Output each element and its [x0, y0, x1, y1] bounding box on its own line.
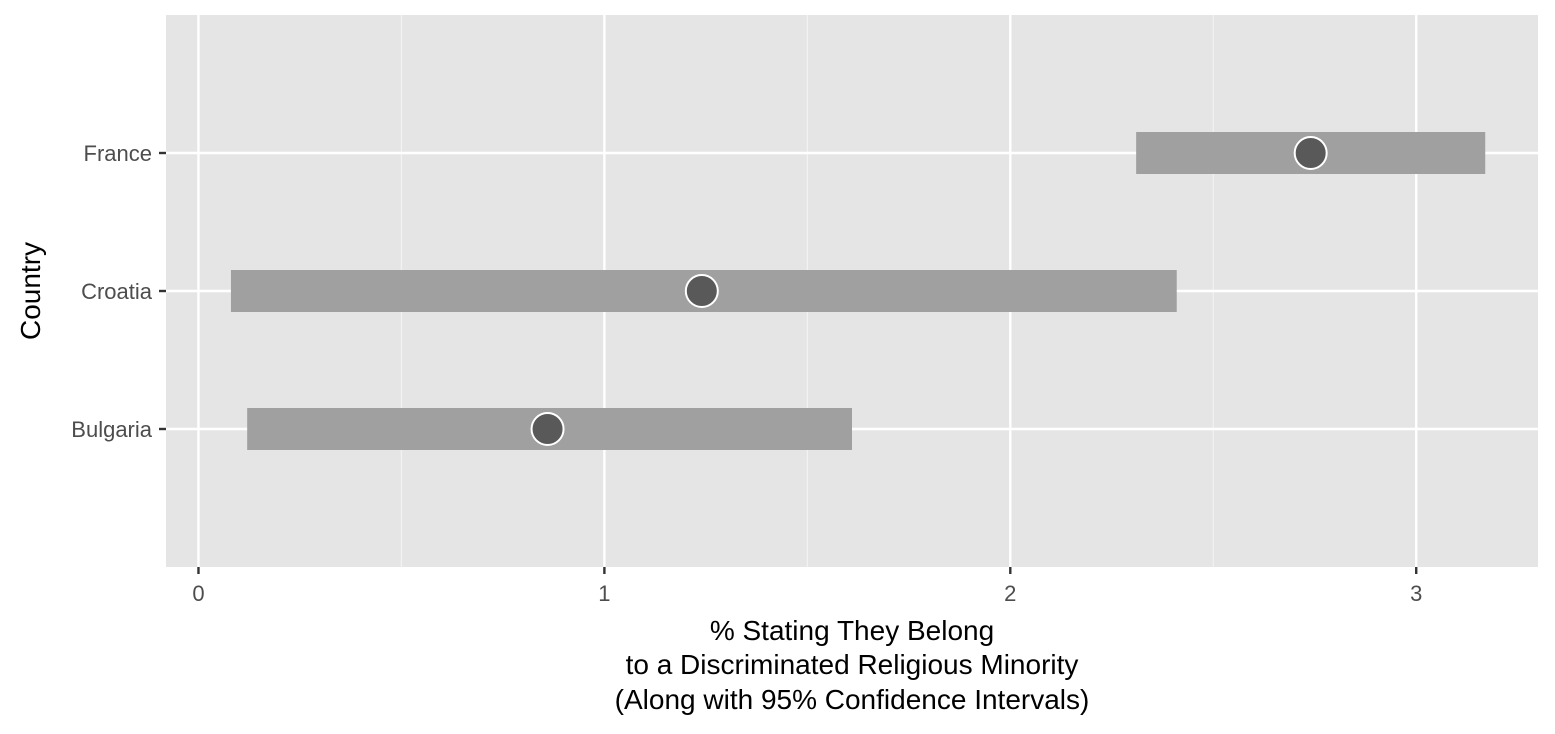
x-tick-label: 0 — [192, 581, 204, 606]
x-tick-label: 2 — [1004, 581, 1016, 606]
x-tick-label: 1 — [598, 581, 610, 606]
y-axis: Bulgaria Croatia France — [71, 141, 166, 442]
x-tick-label: 3 — [1410, 581, 1422, 606]
point-estimate — [530, 412, 565, 446]
x-axis-title-line-3: (Along with 95% Confidence Intervals) — [615, 684, 1090, 715]
point-estimate — [684, 274, 719, 308]
y-tick-label: Bulgaria — [71, 417, 152, 442]
point-estimate — [1293, 136, 1328, 170]
y-tick-label: Croatia — [81, 279, 153, 304]
x-axis: 0 1 2 3 — [192, 567, 1422, 606]
x-axis-title-line-2: to a Discriminated Religious Minority — [626, 649, 1079, 680]
y-axis-title: Country — [15, 242, 46, 340]
y-tick-label: France — [84, 141, 152, 166]
point-estimates — [530, 136, 1328, 446]
x-axis-title-line-1: % Stating They Belong — [710, 615, 994, 646]
